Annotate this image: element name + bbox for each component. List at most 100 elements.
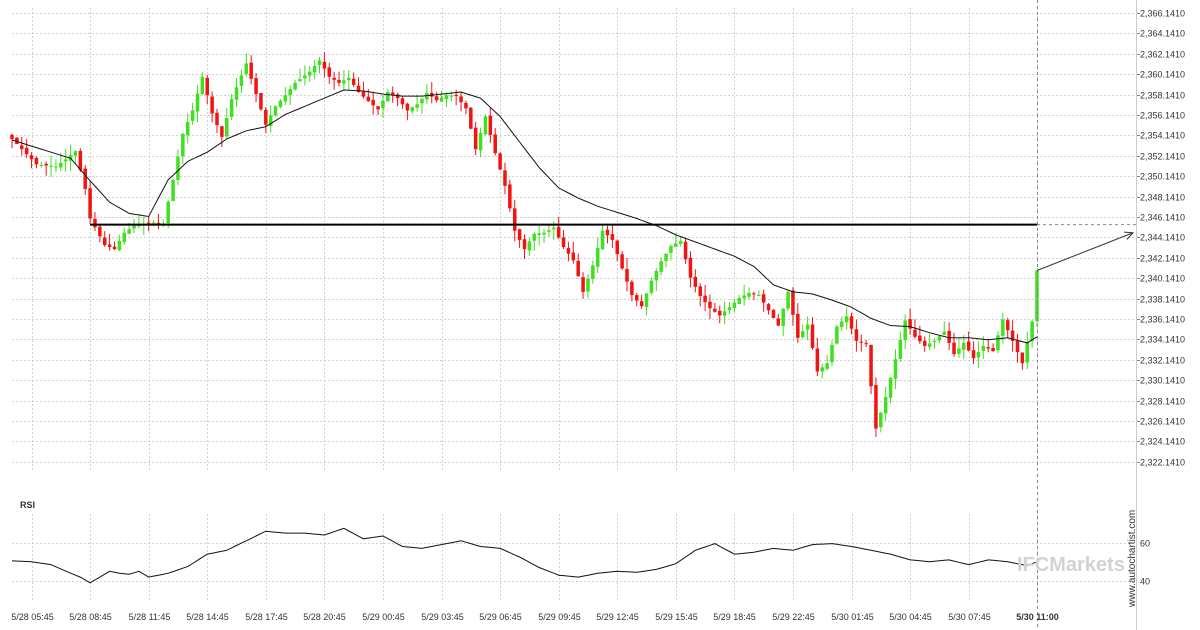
- candle-body: [469, 107, 473, 129]
- price-axis: 2,366.1410 2,364.1410 2,362.1410 2,360.1410…: [1136, 9, 1185, 468]
- candle-body: [903, 320, 907, 341]
- price-tick-label: 2,362.1410: [1140, 50, 1185, 60]
- candle-body: [395, 94, 400, 99]
- candle-body: [102, 237, 107, 246]
- candle-body: [34, 157, 39, 165]
- candle-body: [796, 313, 800, 338]
- candle-body: [195, 93, 200, 112]
- candle-body: [342, 80, 346, 84]
- candle-body: [630, 281, 634, 295]
- candle-body: [98, 226, 102, 237]
- candle-body: [234, 87, 239, 100]
- time-tick-label: 5/28 17:45: [245, 612, 288, 622]
- candle-body: [864, 343, 868, 345]
- candle-body: [966, 341, 971, 351]
- candle-body: [708, 301, 712, 309]
- candle-body: [88, 188, 92, 219]
- candle-body: [635, 295, 639, 301]
- candle-body: [556, 226, 561, 238]
- candle-body: [332, 77, 336, 80]
- candle-body: [693, 276, 698, 287]
- price-tick-label: 2,364.1410: [1140, 29, 1185, 39]
- price-tick-label: 2,342.1410: [1140, 254, 1185, 264]
- rsi-label: RSI: [20, 500, 35, 510]
- candle-body: [156, 222, 161, 224]
- candlesticks: [10, 52, 1039, 438]
- candle-body: [210, 96, 214, 114]
- candle-body: [312, 66, 317, 73]
- candle-body: [874, 384, 878, 429]
- candle-body: [93, 218, 97, 228]
- price-tick-label: 2,330.1410: [1140, 376, 1185, 386]
- candle-body: [478, 132, 483, 151]
- candle-body: [512, 208, 517, 231]
- candle-body: [454, 94, 458, 97]
- candle-body: [595, 248, 600, 267]
- candle-body: [800, 331, 805, 338]
- price-tick-label: 2,328.1410: [1140, 397, 1185, 407]
- price-tick-label: 2,334.1410: [1140, 335, 1185, 345]
- candle-body: [742, 295, 746, 299]
- candle-body: [532, 233, 537, 241]
- candle-body: [976, 352, 981, 358]
- candle-body: [786, 291, 790, 309]
- candle-body: [44, 163, 48, 166]
- candle-body: [893, 359, 898, 379]
- candle-body: [561, 237, 566, 248]
- candle-body: [674, 243, 678, 247]
- candle-body: [591, 265, 595, 280]
- candle-body: [620, 254, 624, 269]
- candle-body: [781, 308, 785, 326]
- rsi-line: [11, 527, 1038, 584]
- candle-body: [376, 106, 380, 110]
- candle-body: [737, 298, 742, 304]
- candle-body: [464, 102, 468, 109]
- candle-body: [825, 363, 829, 369]
- candle-body: [859, 341, 864, 343]
- candle-body: [390, 92, 395, 96]
- time-tick-label: 5/28 11:45: [129, 612, 171, 622]
- candle-body: [840, 321, 844, 328]
- candle-body: [1015, 340, 1020, 353]
- candle-body: [298, 79, 302, 82]
- price-tick-label: 2,344.1410: [1140, 233, 1185, 243]
- candle-body: [644, 293, 649, 307]
- candle-body: [254, 78, 258, 95]
- candle-body: [83, 168, 87, 189]
- candle-body: [717, 310, 722, 316]
- candle-body: [649, 280, 654, 293]
- candle-body: [678, 240, 683, 244]
- candle-body: [190, 110, 195, 121]
- candle-body: [947, 330, 951, 343]
- candle-body: [962, 342, 966, 350]
- forecast-arrow: [1036, 231, 1135, 271]
- candle-body: [10, 134, 14, 139]
- candle-body: [200, 76, 205, 95]
- candle-body: [732, 302, 737, 309]
- candle-body: [610, 234, 615, 240]
- candle-body: [922, 340, 927, 346]
- candle-body: [356, 85, 361, 93]
- candle-body: [986, 347, 990, 349]
- candle-body: [586, 278, 590, 292]
- candle-body: [542, 232, 546, 235]
- candle-body: [1001, 319, 1005, 336]
- rsi-tick-label: 40: [1140, 577, 1150, 587]
- candle-body: [386, 92, 390, 102]
- price-tick-label: 2,324.1410: [1140, 437, 1185, 447]
- price-tick-label: 2,322.1410: [1140, 458, 1185, 468]
- time-tick-label: 5/29 18:45: [713, 612, 756, 622]
- candle-body: [898, 339, 903, 359]
- time-tick-label: 5/29 09:45: [538, 612, 581, 622]
- candle-body: [63, 159, 68, 162]
- candle-body: [1030, 321, 1034, 342]
- candle-body: [215, 112, 219, 126]
- candle-body: [205, 77, 209, 96]
- price-tick-label: 2,360.1410: [1140, 70, 1185, 80]
- candle-body: [15, 137, 19, 145]
- candle-body: [522, 239, 527, 250]
- candle-body: [757, 294, 761, 296]
- candle-body: [483, 116, 488, 135]
- candle-body: [805, 324, 810, 330]
